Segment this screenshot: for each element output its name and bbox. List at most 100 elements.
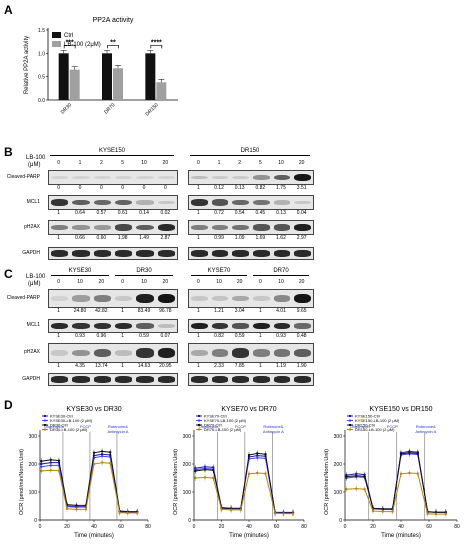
protein-band [253,199,270,206]
kyse150-blot-cleaved-parp [48,170,178,185]
quant-value: 0.12 [214,185,224,191]
x-tick-label: 20 [64,524,70,530]
y-tick-label: 100 [29,490,38,496]
protein-band [157,250,175,257]
x-tick-label: 60 [118,524,124,530]
dose-label: 0 [57,279,61,285]
quant-value: 0.66 [75,235,85,241]
injection-label: Antimycin A [415,429,436,434]
legend-marker [198,424,200,426]
panel-label-d: D [4,398,13,412]
ocr-series-line [41,450,138,513]
quant-value: 0.57 [96,210,107,216]
protein-band [191,250,208,257]
protein-band [211,349,229,357]
y-axis-label: OCR (pmol/min/Norm.Unit) [324,449,330,515]
dose-label: 2 [238,160,242,166]
quant-value: 1.21 [214,308,224,314]
protein-band [93,376,111,383]
kyse150-blot-ph2ax [48,220,178,235]
protein-band [211,322,229,330]
quant-value: 0.60 [96,235,107,241]
significance-label: *** [66,39,74,46]
panel-b-western-blot: LB-100 (μM) Cleaved-PARP MCL1 pH2AX GAPDH KY… [0,140,471,265]
legend-swatch [52,41,61,47]
quant-value: 1.90 [296,363,307,369]
quant-value: 0 [78,185,82,191]
quant-value: 1.75 [276,185,286,191]
quant-value: 1 [57,363,61,369]
x-axis-label: Time (minutes) [381,533,421,539]
protein-band [211,199,229,206]
kyse150-blot-gapdh [48,247,178,260]
quant-value: 0.07 [160,333,171,339]
protein-band [93,199,111,206]
protein-band [191,296,208,301]
dose-label: 20 [298,279,305,285]
protein-band [72,349,90,357]
legend-label: DR30-Ctrl [50,423,68,428]
y-tick-label: 0 [188,518,191,524]
quant-value: 3.51 [296,185,307,191]
protein-band [136,200,154,205]
quant-value: 1 [196,235,200,241]
protein-band [191,322,208,330]
protein-band [191,199,208,206]
y-tick-label: 300 [183,434,192,440]
protein-band [72,322,90,330]
x-tick-label: 80 [145,524,151,530]
quant-value: 0.14 [139,210,149,216]
y-tick-label: 200 [334,462,343,468]
header-line [50,155,174,156]
legend-label: KYSE150-Ctrl [355,414,380,419]
legend-marker [44,424,46,426]
quant-value: 0.61 [117,210,128,216]
quant-value: 1 [196,210,200,216]
x-tick-label: 80 [454,524,460,530]
protein-band [93,225,111,230]
group-line [115,275,173,276]
x-tick-label: 40 [91,524,97,530]
bar [113,68,123,100]
panel-c-1-blot-gapdh [188,373,314,386]
protein-band [115,296,133,301]
protein-band [157,347,175,359]
legend-label: KYSE30-LB-100 (2 μM) [50,418,93,423]
protein-band [273,295,291,302]
row-label: GAPDH [22,375,40,382]
ocr-chart-title: KYSE70 vs DR70 [221,406,276,413]
ocr-series-line [195,452,293,514]
protein-band [136,293,154,304]
dose-label: 1 [78,160,82,166]
legend-label: KYSE70-Ctrl [204,414,227,419]
quant-value: 0.96 [96,333,107,339]
quant-value: 13.74 [95,363,108,369]
quant-value: 1.98 [117,235,128,241]
protein-band [273,349,291,357]
protein-band [211,376,229,383]
legend-label: KYSE150-LB-100 (2 μM) [355,418,400,423]
protein-band [51,199,69,206]
protein-band [294,250,311,257]
sig-bracket [107,44,119,49]
quant-value: 1.69 [255,235,266,241]
protein-band [136,175,154,180]
y-tick-label: 300 [334,434,343,440]
panel-c-1-blot-ph2ax [188,343,314,363]
protein-band [93,348,111,358]
quant-value: 0.93 [276,333,286,339]
dose-label: 10 [278,279,284,285]
protein-band [115,350,133,356]
protein-band [72,295,90,302]
protein-band [273,200,291,205]
group-title: KYSE30 [68,268,92,274]
y-axis-label: OCR (pmol/min/Norm.Unit) [19,449,25,515]
bar [69,69,80,100]
quant-value: 0.59 [234,333,245,339]
legend-label: DR150-Ctrl [355,423,375,428]
quant-value: 1 [121,308,125,314]
y-tick-label: 0 [34,518,37,524]
protein-band [273,376,291,383]
lb100-label: LB-100 [26,155,46,161]
group-line [253,275,309,276]
